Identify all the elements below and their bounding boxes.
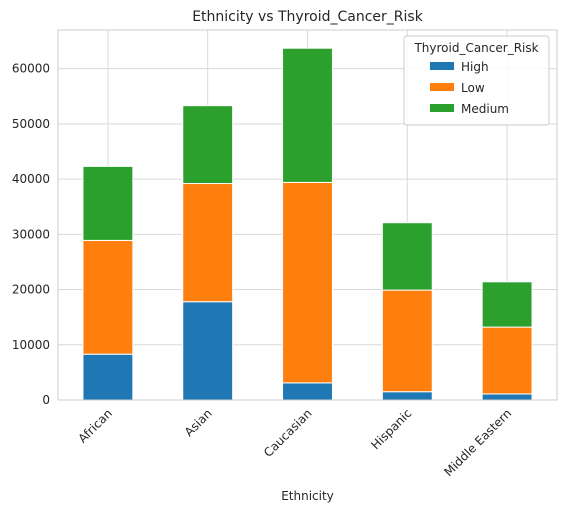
bar-medium-caucasian xyxy=(282,47,333,183)
bar-low-asian xyxy=(182,183,234,303)
legend-swatch-low xyxy=(430,83,454,91)
x-axis-label: Ethnicity xyxy=(281,489,334,503)
bar-high-hispanic xyxy=(381,391,433,401)
y-tick-label: 0 xyxy=(42,393,50,407)
y-tick-label: 50000 xyxy=(12,117,50,131)
legend-swatch-medium xyxy=(430,104,454,112)
legend-label-high: High xyxy=(461,60,489,74)
bar-high-african xyxy=(82,353,134,401)
bar-low-caucasian xyxy=(282,181,333,384)
x-tick-labels: African Asian Caucasian Hispanic Middle East… xyxy=(76,406,515,479)
y-tick-label: 30000 xyxy=(12,227,50,241)
x-tick-label: Hispanic xyxy=(368,406,414,452)
bar-low-middle-eastern xyxy=(481,326,533,395)
y-tick-label: 20000 xyxy=(12,283,50,297)
x-tick-label: African xyxy=(76,406,115,445)
y-tick-labels: 0 10000 20000 30000 40000 50000 60000 xyxy=(12,62,50,407)
legend-items: High Low Medium xyxy=(430,60,509,116)
bar-medium-hispanic xyxy=(381,222,433,291)
bar-high-middle-eastern xyxy=(481,393,533,401)
bar-medium-asian xyxy=(182,105,234,185)
legend: Thyroid_Cancer_Risk High Low Medium xyxy=(403,35,550,126)
chart-title: Ethnicity vs Thyroid_Cancer_Risk xyxy=(192,9,424,25)
legend-label-low: Low xyxy=(461,81,485,95)
legend-swatch-high xyxy=(430,62,454,70)
legend-title: Thyroid_Cancer_Risk xyxy=(413,41,538,55)
x-tick-label: Middle Eastern xyxy=(441,406,514,479)
y-tick-label: 40000 xyxy=(12,172,50,186)
bar-high-asian xyxy=(182,301,234,401)
x-tick-label: Asian xyxy=(182,406,215,439)
x-tick-label: Caucasian xyxy=(261,406,315,460)
bar-low-african xyxy=(82,239,134,355)
plot-frame xyxy=(57,29,558,401)
bar-medium-middle-eastern xyxy=(481,281,533,328)
y-tick-label: 60000 xyxy=(12,62,50,76)
bar-low-hispanic xyxy=(381,289,433,393)
legend-label-medium: Medium xyxy=(461,102,509,116)
legend-box xyxy=(403,35,550,126)
bar-layer xyxy=(82,47,533,401)
bar-medium-african xyxy=(82,165,134,241)
y-tick-label: 10000 xyxy=(12,338,50,352)
bar-high-caucasian xyxy=(282,382,333,401)
